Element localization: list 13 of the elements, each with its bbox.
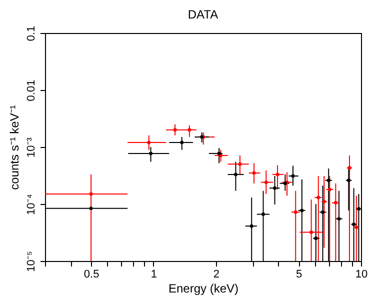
- y-axis-title: counts s⁻¹ keV⁻¹: [8, 105, 22, 190]
- x-tick-label: 2: [213, 268, 220, 280]
- x-tick-label: 1: [150, 268, 158, 280]
- chart-title: DATA: [188, 7, 218, 22]
- x-axis-title: Energy (keV): [168, 282, 239, 296]
- y-tick-label: 0.1: [26, 26, 38, 42]
- y-tick-label: 10⁻⁴: [26, 194, 38, 215]
- x-tick-label: 5: [296, 268, 302, 280]
- x-tick-label: 10: [355, 268, 368, 280]
- y-tick-label: 10⁻⁵: [26, 251, 38, 272]
- x-tick-label: 0.5: [84, 268, 100, 280]
- y-tick-label: 0.01: [26, 80, 38, 102]
- y-tick-label: 10⁻³: [26, 137, 38, 158]
